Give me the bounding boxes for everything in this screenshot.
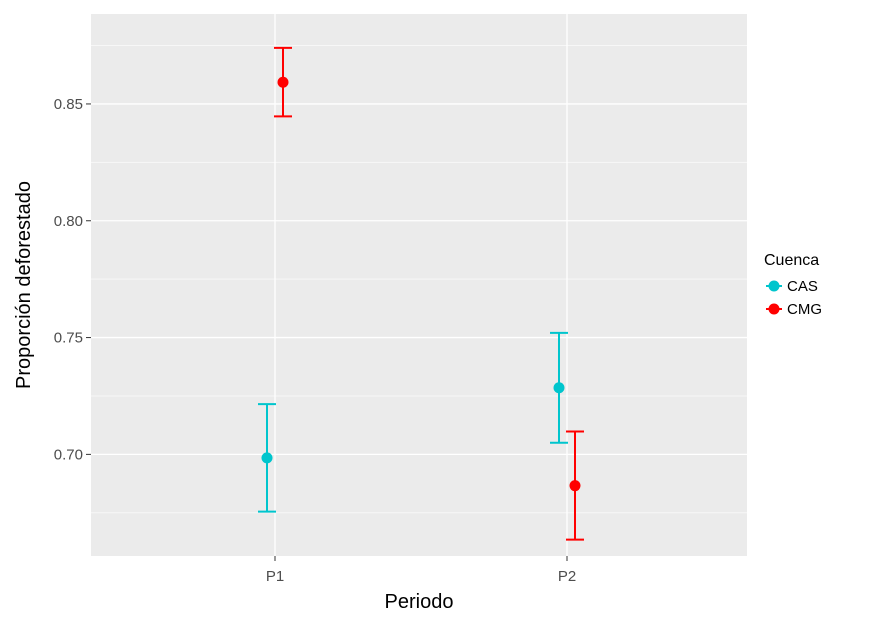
x-tick-label: P2 — [558, 568, 576, 585]
legend-label-cas: CAS — [787, 278, 818, 295]
y-axis-title: Proporción deforestado — [13, 181, 35, 389]
point-cas — [261, 452, 273, 464]
x-axis: P1 P2 — [266, 556, 576, 585]
x-axis-title: Periodo — [385, 591, 454, 613]
legend-key-point-cmg — [768, 303, 780, 315]
legend-title: Cuenca — [764, 252, 819, 269]
point-group-cas-p1 — [258, 403, 276, 513]
y-tick-label: 0.85 — [54, 96, 83, 113]
x-tick-label: P1 — [266, 568, 284, 585]
legend: Cuenca CAS CMG — [764, 252, 822, 318]
point-group-cmg-p2 — [566, 430, 584, 541]
legend-key-point-cas — [768, 280, 780, 292]
point-cmg — [277, 76, 289, 88]
point-group-cmg-p1 — [274, 46, 292, 118]
y-tick-label: 0.80 — [54, 213, 83, 230]
grid-minor — [91, 45, 747, 514]
point-group-cas-p2 — [550, 331, 568, 444]
y-tick-label: 0.75 — [54, 330, 83, 347]
point-cas — [553, 382, 565, 394]
plot-panel — [91, 14, 747, 556]
y-axis: 0.70 0.75 0.80 0.85 — [54, 96, 91, 463]
point-cmg — [569, 480, 581, 492]
y-tick-label: 0.70 — [54, 446, 83, 463]
grid-major — [91, 14, 747, 556]
data-marks — [258, 46, 584, 541]
legend-label-cmg: CMG — [787, 301, 822, 318]
